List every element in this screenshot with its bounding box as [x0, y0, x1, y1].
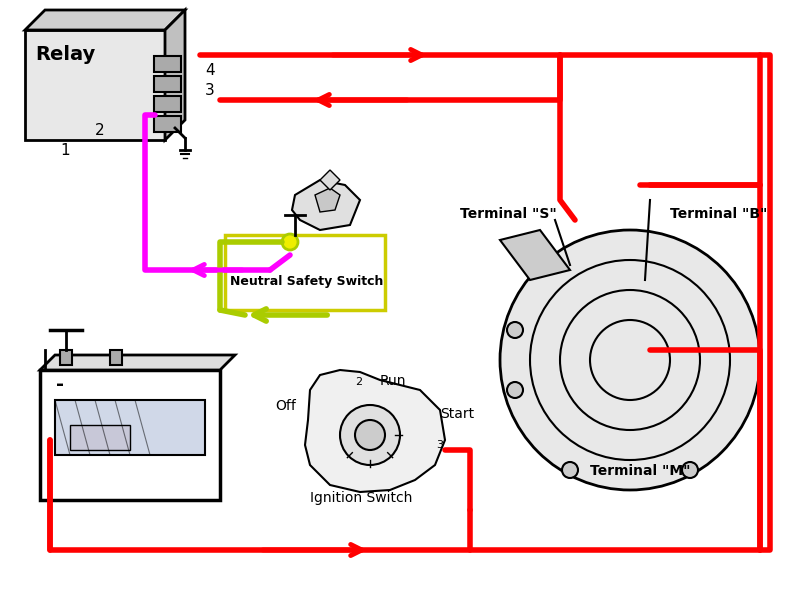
Text: Terminal "M": Terminal "M": [590, 464, 690, 478]
Circle shape: [355, 420, 385, 450]
FancyBboxPatch shape: [225, 235, 385, 310]
Text: Terminal "B": Terminal "B": [670, 207, 767, 221]
FancyBboxPatch shape: [55, 400, 205, 455]
Text: 3: 3: [436, 440, 443, 450]
Circle shape: [682, 462, 698, 478]
Polygon shape: [292, 180, 360, 230]
Text: -: -: [56, 375, 64, 394]
Polygon shape: [315, 188, 340, 212]
Text: 3: 3: [205, 83, 214, 98]
Polygon shape: [500, 230, 570, 280]
Text: Terminal "S": Terminal "S": [460, 207, 557, 221]
Text: Ignition Switch: Ignition Switch: [310, 491, 412, 505]
Bar: [110, 350, 122, 365]
Circle shape: [507, 322, 523, 338]
Text: Off: Off: [275, 399, 296, 413]
Text: 2: 2: [95, 123, 105, 138]
FancyBboxPatch shape: [154, 116, 181, 132]
Polygon shape: [40, 355, 235, 370]
FancyBboxPatch shape: [40, 370, 220, 500]
Circle shape: [282, 234, 298, 250]
Circle shape: [507, 382, 523, 398]
Text: Start: Start: [440, 407, 474, 421]
Circle shape: [562, 462, 578, 478]
Text: 1: 1: [60, 143, 70, 158]
Polygon shape: [25, 10, 185, 30]
Text: 2: 2: [355, 377, 362, 387]
Circle shape: [500, 230, 760, 490]
Polygon shape: [165, 10, 185, 140]
Polygon shape: [320, 170, 340, 190]
Text: Neutral Safety Switch: Neutral Safety Switch: [230, 275, 383, 288]
FancyBboxPatch shape: [154, 76, 181, 92]
Text: Run: Run: [380, 374, 406, 388]
Bar: [60, 350, 72, 365]
Text: 4: 4: [205, 63, 214, 78]
Text: Relay: Relay: [35, 45, 95, 64]
Polygon shape: [305, 370, 445, 492]
FancyBboxPatch shape: [154, 56, 181, 72]
FancyBboxPatch shape: [70, 425, 130, 450]
Circle shape: [340, 405, 400, 465]
FancyBboxPatch shape: [154, 96, 181, 112]
FancyBboxPatch shape: [25, 30, 165, 140]
